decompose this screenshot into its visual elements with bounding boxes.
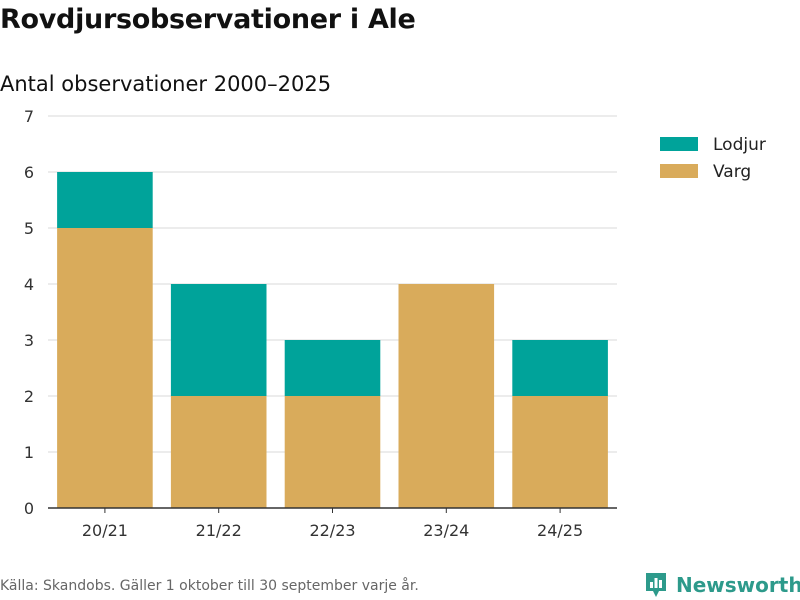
legend-swatch-lodjur: [660, 137, 698, 151]
bar-varg: [284, 396, 381, 508]
bar-varg: [512, 396, 608, 508]
y-tick-label: 0: [24, 499, 34, 518]
y-tick-label: 5: [24, 219, 34, 238]
x-tick-label: 22/23: [309, 521, 355, 540]
bar-lodjur: [284, 340, 381, 396]
x-tick-label: 24/25: [537, 521, 583, 540]
bar-varg: [398, 284, 495, 508]
y-tick-label: 3: [24, 331, 34, 350]
brand-logo-block: Newsworthy: [644, 570, 800, 600]
y-tick-label: 4: [24, 275, 34, 294]
chart-subtitle: Antal observationer 2000–2025: [0, 72, 332, 96]
chart-title: Rovdjursobservationer i Ale: [0, 4, 416, 35]
bar-lodjur: [170, 284, 267, 396]
y-tick-label: 7: [24, 107, 34, 126]
y-tick-label: 6: [24, 163, 34, 182]
x-tick-label: 20/21: [82, 521, 128, 540]
legend-swatch-varg: [660, 164, 698, 178]
bar-lodjur: [512, 340, 608, 396]
stacked-bar-chart: 0 1 2 3 4 5 6 7 20/21 21/22 22/23 23/24 24/25 Lodjur V…: [24, 107, 766, 540]
legend-label-lodjur: Lodjur: [713, 135, 766, 155]
source-note: Källa: Skandobs. Gäller 1 oktober till 3…: [0, 578, 419, 594]
bar-varg: [170, 396, 267, 508]
x-tick-label: 23/24: [423, 521, 469, 540]
y-tick-label: 1: [24, 443, 34, 462]
x-tick-label: 21/22: [196, 521, 242, 540]
brand-name: Newsworthy: [676, 573, 800, 597]
y-tick-label: 2: [24, 387, 34, 406]
bar-chart-pin-icon: [646, 573, 666, 597]
legend-label-varg: Varg: [713, 162, 751, 182]
bar-varg: [57, 228, 153, 508]
bar-lodjur: [57, 172, 153, 228]
